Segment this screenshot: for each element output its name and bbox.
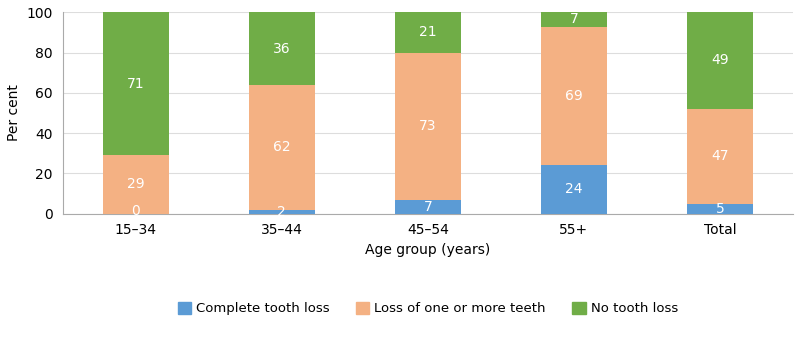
Text: 21: 21 bbox=[419, 24, 437, 39]
Text: 29: 29 bbox=[127, 178, 145, 191]
Legend: Complete tooth loss, Loss of one or more teeth, No tooth loss: Complete tooth loss, Loss of one or more… bbox=[172, 297, 683, 321]
Bar bbox=[102, 155, 169, 214]
Text: 71: 71 bbox=[127, 77, 145, 91]
Bar bbox=[249, 209, 314, 214]
Bar bbox=[395, 10, 461, 53]
Text: 2: 2 bbox=[278, 204, 286, 219]
Bar bbox=[687, 109, 753, 203]
X-axis label: Age group (years): Age group (years) bbox=[366, 243, 490, 257]
Bar bbox=[541, 12, 606, 27]
Text: 0: 0 bbox=[131, 203, 140, 218]
Text: 62: 62 bbox=[273, 140, 290, 154]
Text: 49: 49 bbox=[711, 53, 729, 67]
Bar bbox=[102, 12, 169, 155]
Bar bbox=[541, 165, 606, 214]
Text: 7: 7 bbox=[423, 200, 432, 214]
Bar bbox=[541, 27, 606, 165]
Text: 69: 69 bbox=[565, 89, 582, 103]
Text: 47: 47 bbox=[711, 149, 729, 163]
Text: 5: 5 bbox=[716, 202, 724, 215]
Bar bbox=[249, 85, 314, 209]
Y-axis label: Per cent: Per cent bbox=[7, 84, 21, 141]
Text: 7: 7 bbox=[570, 12, 578, 27]
Text: 36: 36 bbox=[273, 42, 290, 56]
Bar bbox=[395, 200, 461, 214]
Bar bbox=[687, 203, 753, 214]
Text: 24: 24 bbox=[565, 182, 582, 196]
Text: 73: 73 bbox=[419, 119, 437, 133]
Bar bbox=[395, 53, 461, 200]
Bar bbox=[687, 10, 753, 109]
Bar bbox=[249, 12, 314, 85]
